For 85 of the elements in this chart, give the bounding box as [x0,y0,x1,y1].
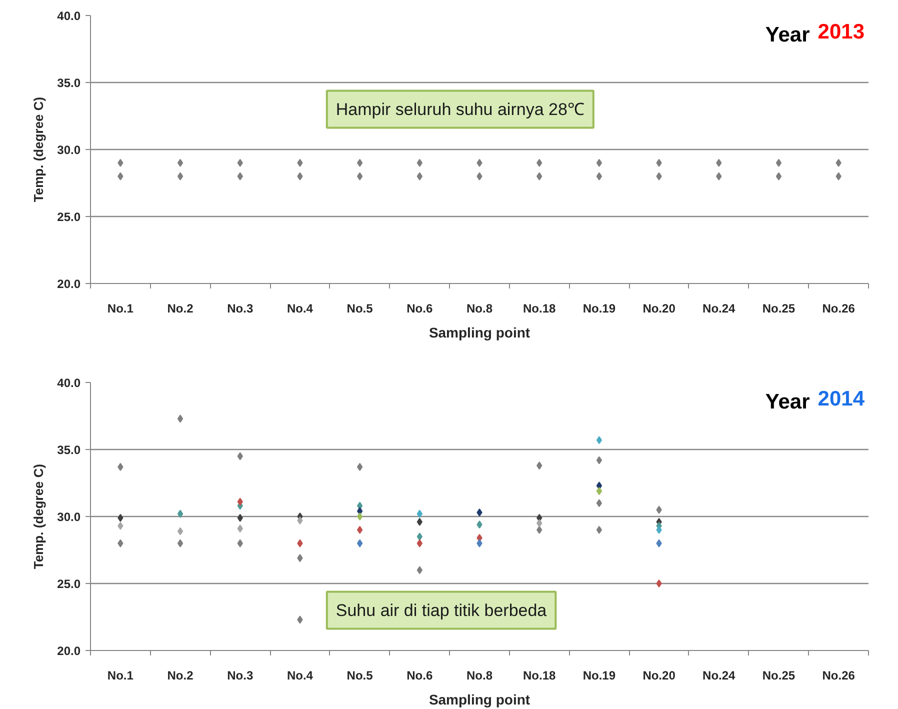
point [476,520,482,529]
x-tick-label: No.19 [582,302,616,316]
point [356,512,363,520]
point [118,522,124,530]
x-tick-label: No.18 [523,302,556,316]
x-tick-label: No.5 [346,668,374,682]
x-tick-label: No.20 [642,302,676,316]
x-tick-label: No.24 [702,302,736,316]
point [536,519,542,528]
chart-title: Year 2013 [765,20,864,46]
y-tick-label: 30.0 [57,510,81,524]
point [118,514,124,522]
y-axis-title: Temp. (degree C) [31,96,46,202]
point [118,539,124,548]
point [416,532,422,541]
y-tick-label: 20.0 [57,277,81,291]
point [596,456,602,464]
x-tick-label: No.25 [762,668,796,682]
x-tick-label: No.8 [466,668,493,682]
point [237,514,243,522]
point [416,510,422,518]
y-tick-label: 35.0 [57,76,81,90]
point [596,526,602,534]
point [476,508,482,516]
y-tick-label: 40.0 [57,376,81,390]
point [416,539,422,548]
x-tick-label: No.25 [762,302,796,316]
x-axis-title: Sampling point [428,692,530,708]
x-tick-label: No.6 [406,668,433,682]
x-tick-label: No.1 [107,668,134,682]
point [656,539,662,548]
x-tick-label: No.26 [822,668,856,682]
x-tick-label: No.20 [642,668,676,682]
x-tick-label: No.19 [582,668,616,682]
point [656,506,662,514]
y-tick-label: 40.0 [57,9,81,23]
x-tick-label: No.3 [227,302,254,316]
point [237,539,243,548]
x-tick-label: No.26 [822,302,856,316]
point [416,518,422,526]
point [177,414,184,423]
point [297,516,303,525]
x-tick-label: No.3 [227,668,254,682]
point [177,510,184,518]
point [536,462,542,470]
point [118,462,124,471]
y-axis-title: Temp. (degree C) [31,464,46,570]
x-tick-label: No.2 [167,302,194,316]
y-tick-label: 30.0 [57,143,81,157]
x-tick-label: No.1 [107,302,134,316]
point [237,524,243,533]
x-tick-label: No.24 [702,668,736,682]
point [297,539,303,548]
y-tick-label: 25.0 [57,210,81,224]
point [177,527,184,536]
x-tick-label: No.5 [346,302,374,316]
point [297,554,303,562]
point [656,580,662,588]
point [416,566,422,574]
point [356,526,363,534]
point [656,526,662,534]
x-tick-label: No.8 [466,302,493,316]
point [237,498,243,506]
x-tick-label: No.2 [167,668,194,682]
y-tick-label: 25.0 [57,577,81,591]
point [237,452,243,460]
x-axis-title: Sampling point [428,324,530,340]
y-tick-label: 20.0 [57,644,81,658]
point [356,539,363,548]
point [297,616,303,624]
y-tick-label: 35.0 [57,443,81,457]
annotation: Suhu air di tiap titik berbeda [336,600,548,620]
annotation: Hampir seluruh suhu airnya 28℃ [336,100,584,119]
x-tick-label: No.4 [286,668,314,682]
x-tick-label: No.4 [286,302,314,316]
point [596,499,602,508]
point [177,539,184,548]
x-tick-label: No.6 [406,302,433,316]
point [596,487,602,496]
point [536,526,542,534]
point [356,462,363,471]
x-tick-label: No.18 [523,668,556,682]
point [476,539,482,548]
point [596,436,602,444]
chart-title: Year 2014 [765,388,865,414]
